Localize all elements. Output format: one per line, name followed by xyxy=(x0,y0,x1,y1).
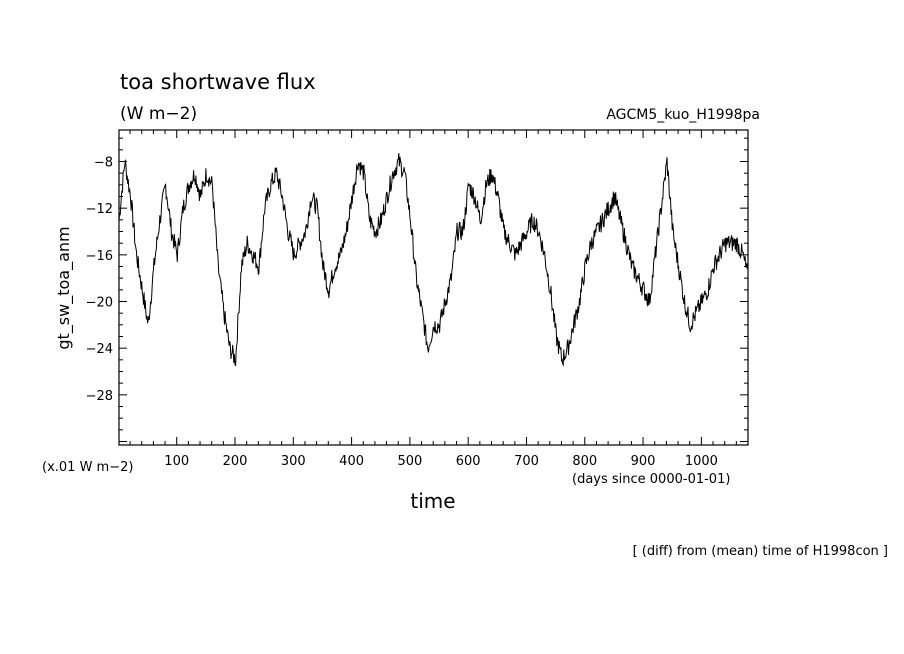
y-tick-label: −8 xyxy=(94,156,113,171)
footnote: [ (diff) from (mean) time of H1998con ] xyxy=(633,544,888,559)
y-tick-label: −24 xyxy=(86,342,113,357)
x-tick-label: 100 xyxy=(164,454,189,469)
x-tick-label: 800 xyxy=(572,454,597,469)
y-scale-note: (x.01 W m−2) xyxy=(42,460,133,475)
series-line xyxy=(118,153,749,367)
y-tick-label: −12 xyxy=(86,202,113,217)
axis-ticks: 100 200 300 400 500 600 700 800 900 1000 −28 −24 −20… xyxy=(86,130,748,469)
y-axis-label: gt_sw_toa_anm xyxy=(54,226,74,349)
x-tick-label: 300 xyxy=(281,454,306,469)
x-tick-label: 700 xyxy=(514,454,539,469)
chart-units: (W m−2) xyxy=(120,104,197,124)
model-label: AGCM5_kuo_H1998pa xyxy=(606,107,760,123)
x-axis-label: time xyxy=(410,489,455,513)
x-tick-label: 1000 xyxy=(685,454,718,469)
plot-border xyxy=(118,129,749,446)
y-tick-label: −20 xyxy=(86,296,113,311)
x-tick-label: 600 xyxy=(456,454,481,469)
y-tick-label: −16 xyxy=(86,249,113,264)
x-units-note: (days since 0000-01-01) xyxy=(572,472,730,487)
x-tick-label: 400 xyxy=(339,454,364,469)
x-tick-label: 500 xyxy=(397,454,422,469)
x-tick-label: 200 xyxy=(223,454,248,469)
y-tick-label: −28 xyxy=(86,389,113,404)
plot-frame xyxy=(118,129,749,446)
x-tick-label: 900 xyxy=(631,454,656,469)
chart-title: toa shortwave flux xyxy=(120,70,316,94)
